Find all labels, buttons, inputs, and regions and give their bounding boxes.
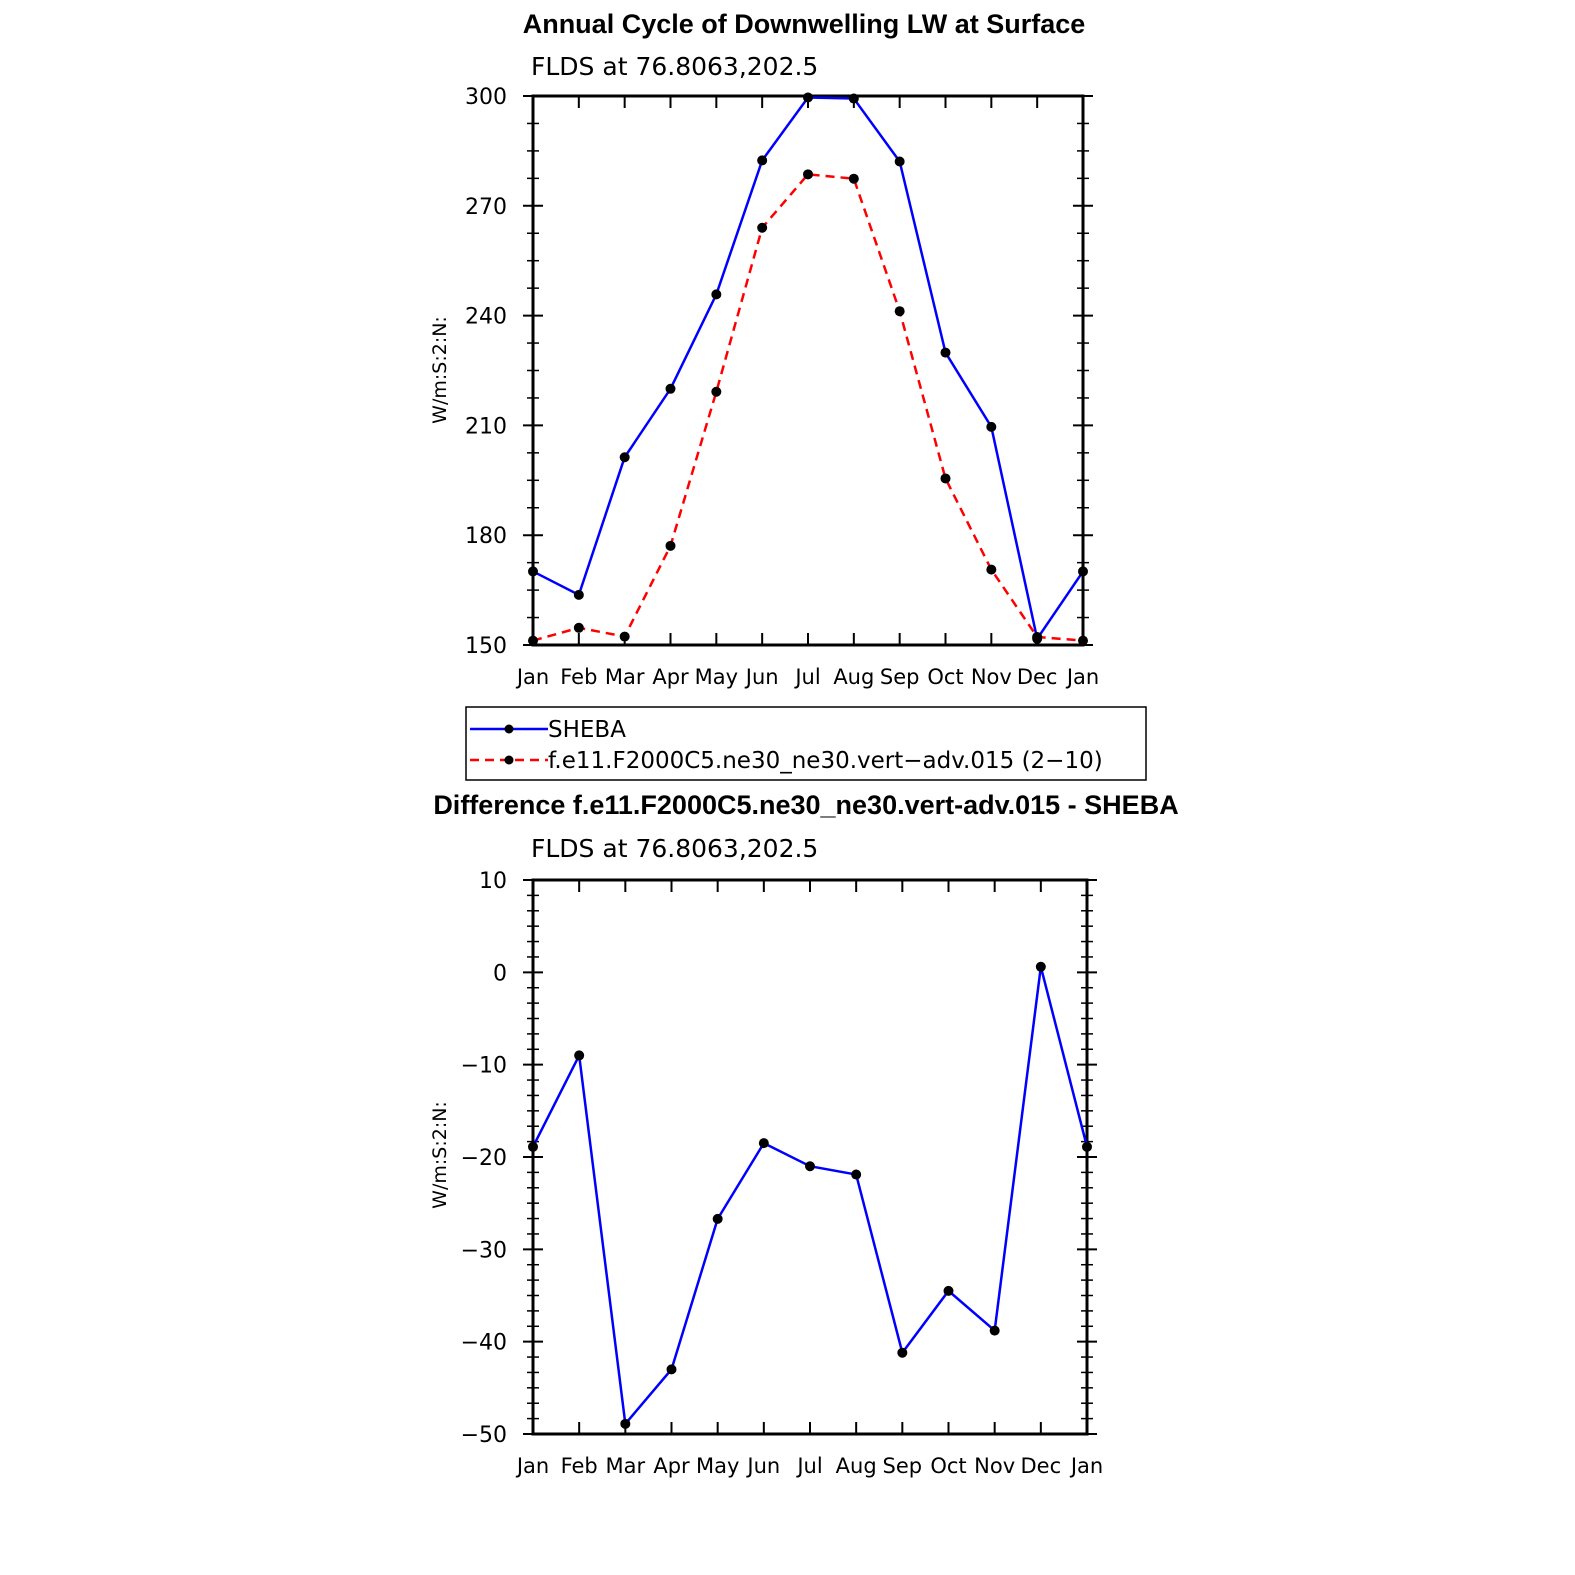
series-1-point (711, 386, 722, 397)
series-1-point (986, 564, 997, 575)
x-tick-label: Aug (836, 1454, 877, 1478)
x-tick-label: Jul (795, 1454, 822, 1478)
series-0-point (940, 347, 951, 358)
series-0-point (573, 589, 584, 600)
series-0-point (848, 93, 859, 104)
legend-sheba-label: SHEBA (548, 717, 626, 743)
y-tick-label: 180 (465, 524, 507, 549)
series-0-point (711, 289, 722, 300)
series-0-point (1035, 961, 1046, 972)
series-0-point (894, 156, 905, 167)
x-tick-label: Feb (561, 1454, 598, 1478)
y-tick-label: 210 (465, 414, 507, 439)
x-tick-label: Jan (1069, 1454, 1103, 1478)
y-tick-label: 10 (479, 869, 507, 894)
x-tick-label: Jan (515, 665, 549, 689)
series-0-point (666, 1364, 677, 1375)
series-0-point (665, 383, 676, 394)
y-tick-label: 240 (465, 305, 507, 330)
chart1-axes: Jan Feb Mar Apr May Jun Jul Aug Sep Oct Nov Dec Jan 1… (465, 85, 1099, 689)
x-tick-label: Jul (793, 665, 820, 689)
y-tick-label: −30 (461, 1238, 507, 1263)
x-tick-label: Nov (974, 1454, 1015, 1478)
legend-box (465, 706, 1147, 781)
x-tick-label: Dec (1017, 665, 1058, 689)
x-tick-label: Jan (515, 1454, 549, 1478)
y-tick-label: 150 (465, 634, 507, 659)
y-tick-label: 0 (493, 961, 507, 986)
x-tick-label: Aug (833, 665, 874, 689)
series-0-point (805, 1161, 815, 1172)
series-1-point (757, 222, 768, 233)
y-tick-label: −20 (461, 1146, 507, 1171)
series-1-point (573, 622, 584, 633)
series-0-point (943, 1285, 954, 1296)
series-0-point (712, 1213, 723, 1224)
difference-chart: Difference f.e11.F2000C5.ne30_ne30.vert-… (429, 790, 1179, 1478)
series-1-point (665, 540, 676, 551)
series-1-point (619, 631, 630, 642)
legend-model-marker (504, 755, 514, 765)
x-tick-label: Oct (930, 1454, 966, 1478)
y-tick-label: −50 (461, 1423, 507, 1448)
y-tick-label: 270 (465, 195, 507, 220)
x-tick-label: Feb (560, 665, 597, 689)
series-0-point (803, 92, 813, 103)
x-tick-label: Jan (1065, 665, 1099, 689)
series-1-point (803, 169, 813, 180)
series-0-point (528, 566, 538, 577)
series-1-point (1032, 631, 1043, 642)
annual-cycle-chart: Annual Cycle of Downwelling LW at Surfac… (429, 9, 1099, 689)
series-1-point (528, 635, 538, 646)
x-tick-label: Mar (606, 1454, 646, 1478)
x-tick-label: Dec (1021, 1454, 1062, 1478)
series-0-line (531, 966, 1089, 1427)
chart2-ylabel: W/m:S:2:N: (429, 1101, 451, 1209)
series-0-point (757, 155, 768, 166)
series-1-point (1078, 635, 1088, 646)
series-0-point (620, 1418, 631, 1429)
series-0-point (574, 1050, 585, 1061)
y-tick-label: −10 (461, 1054, 507, 1079)
series-0-point (1078, 566, 1088, 577)
chart1-series (528, 92, 1088, 646)
x-tick-label: May (696, 1454, 739, 1478)
y-tick-label: 300 (465, 85, 507, 110)
chart2-title: Difference f.e11.F2000C5.ne30_ne30.vert-… (433, 790, 1178, 820)
x-tick-label: Apr (652, 665, 689, 689)
series-0-point (1082, 1141, 1092, 1152)
series-0-point (986, 421, 997, 432)
series-1-point (848, 173, 859, 184)
series-0-point (619, 452, 630, 463)
x-tick-label: Sep (880, 665, 920, 689)
series-0-point (528, 1141, 538, 1152)
chart2-subtitle: FLDS at 76.8063,202.5 (531, 834, 818, 863)
x-tick-label: Mar (605, 665, 645, 689)
x-tick-label: Apr (653, 1454, 690, 1478)
series-0-point (758, 1138, 769, 1149)
y-tick-label: −40 (461, 1331, 507, 1356)
legend-model-label: f.e11.F2000C5.ne30_ne30.vert−adv.015 (2−… (548, 748, 1103, 774)
legend: SHEBA f.e11.F2000C5.ne30_ne30.vert−adv.0… (465, 706, 1147, 781)
series-1-point (940, 473, 951, 484)
legend-sheba-marker (504, 724, 514, 734)
x-tick-label: Nov (971, 665, 1012, 689)
x-tick-label: Jun (744, 665, 779, 689)
series-0-point (989, 1325, 1000, 1336)
x-tick-label: Jun (745, 1454, 780, 1478)
chart2-axes: Jan Feb Mar Apr May Jun Jul Aug Sep Oct Nov Dec Jan−… (461, 869, 1104, 1478)
x-tick-label: Sep (883, 1454, 923, 1478)
chart1-ylabel: W/m:S:2:N: (429, 316, 451, 424)
chart1-title: Annual Cycle of Downwelling LW at Surfac… (523, 9, 1086, 39)
chart1-subtitle: FLDS at 76.8063,202.5 (531, 52, 818, 81)
series-0-point (851, 1169, 862, 1180)
x-tick-label: Oct (927, 665, 963, 689)
chart2-series (528, 961, 1092, 1429)
series-1-line (532, 173, 1084, 642)
series-1-point (894, 306, 905, 317)
series-0-point (897, 1347, 908, 1358)
x-tick-label: May (695, 665, 738, 689)
